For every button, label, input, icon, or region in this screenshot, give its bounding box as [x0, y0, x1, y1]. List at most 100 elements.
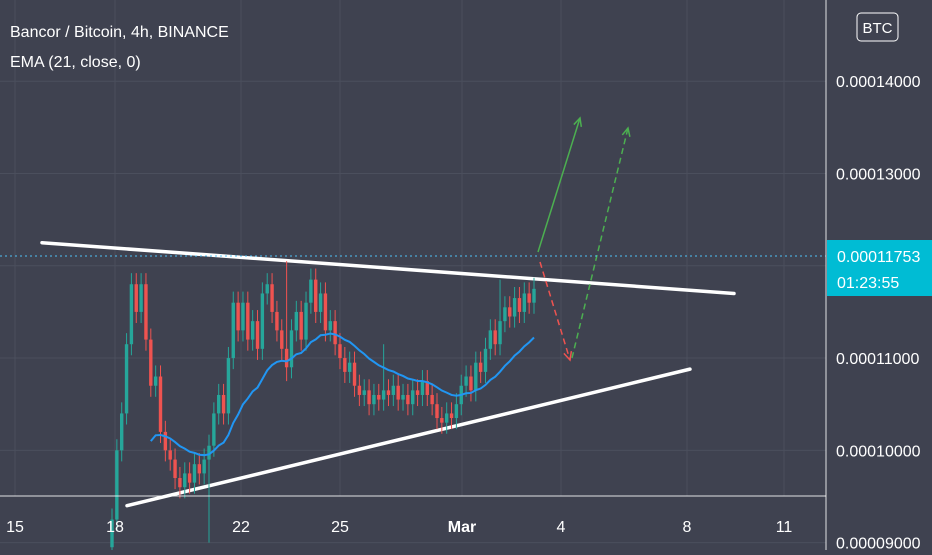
- candle-body: [352, 362, 357, 386]
- candle-body: [498, 321, 502, 345]
- candle-body: [401, 394, 405, 400]
- candle-body: [168, 450, 172, 460]
- candle-body: [207, 445, 211, 460]
- candle-body: [396, 385, 400, 400]
- currency-badge[interactable]: [856, 12, 899, 42]
- candle-body: [250, 321, 255, 340]
- time-tick-label: 8: [683, 519, 692, 536]
- candle-body: [430, 394, 434, 405]
- candle-body: [144, 284, 148, 340]
- trendline-upper[interactable]: [40, 240, 736, 296]
- candle-body: [187, 473, 192, 483]
- price-tick-label: 0.00013000: [836, 166, 921, 183]
- candle-body: [372, 394, 376, 405]
- time-tick-label: 4: [557, 519, 566, 536]
- candle-body: [493, 330, 497, 345]
- candle-body: [183, 473, 187, 488]
- candle-body: [289, 330, 294, 368]
- candle-body: [449, 413, 454, 419]
- candle-body: [343, 358, 347, 372]
- indicator-label: EMA (21, close, 0): [10, 54, 141, 71]
- candle-body: [173, 459, 177, 479]
- candle-body: [226, 358, 231, 414]
- candle-body: [338, 344, 342, 359]
- candle-body: [280, 330, 284, 349]
- projection-arrow-breakout-head: [573, 116, 583, 128]
- candle-body: [357, 385, 362, 395]
- projection-arrow-retest[interactable]: [539, 261, 571, 361]
- last-price-value: 0.00011753: [837, 249, 920, 266]
- candle-body: [367, 390, 371, 405]
- time-tick-label: 25: [331, 519, 349, 536]
- candle-body: [134, 284, 138, 312]
- candle-body: [110, 519, 114, 548]
- candle-body: [299, 311, 303, 340]
- candle-body: [236, 302, 240, 331]
- candle-body: [377, 394, 381, 400]
- grid-lines: [0, 0, 826, 544]
- candle-body: [158, 376, 163, 432]
- candle-body: [178, 478, 182, 488]
- candle-body: [488, 330, 493, 349]
- candle-body: [328, 321, 332, 331]
- candle-body: [440, 418, 444, 423]
- projection-arrow-breakout[interactable]: [537, 117, 581, 253]
- projection-arrows[interactable]: [537, 116, 631, 362]
- candle-body: [304, 302, 308, 340]
- trendline-lower[interactable]: [125, 367, 692, 508]
- candle-body: [139, 284, 143, 312]
- projection-arrow-retest-head: [563, 350, 573, 362]
- candle-body: [217, 394, 221, 414]
- candle-body: [386, 390, 391, 395]
- candle-body: [120, 413, 124, 451]
- candle-body: [260, 293, 265, 349]
- candle-body: [415, 390, 420, 395]
- candle-body: [294, 311, 299, 331]
- price-tick-label: 0.00010000: [836, 443, 921, 460]
- candles: [110, 261, 536, 555]
- price-tick-label: 0.00014000: [836, 74, 921, 91]
- candle-body: [425, 381, 429, 395]
- time-tick-label: 11: [776, 519, 793, 536]
- candle-body: [454, 404, 459, 419]
- candle-body: [241, 302, 245, 331]
- candle-body: [503, 307, 507, 322]
- candle-body: [323, 293, 328, 331]
- projection-arrow-rebound-head: [621, 126, 631, 137]
- candle-body: [318, 293, 323, 312]
- candle-body: [124, 344, 129, 414]
- candle-body: [469, 376, 473, 391]
- candle-body: [202, 459, 206, 474]
- candle-body: [255, 321, 260, 349]
- candle-body: [381, 390, 386, 400]
- candle-body: [474, 362, 478, 391]
- candle-body: [406, 394, 410, 405]
- candle-body: [347, 362, 352, 372]
- candle-body: [362, 390, 366, 395]
- candle-body: [197, 464, 202, 474]
- price-tick-label: 0.00011000: [836, 351, 919, 368]
- candle-body: [314, 279, 318, 312]
- candle-body: [478, 362, 483, 372]
- candle-body: [420, 381, 425, 395]
- candle-body: [517, 298, 522, 312]
- time-tick-label: 22: [232, 519, 250, 536]
- candle-body: [153, 376, 158, 386]
- candle-body: [129, 284, 134, 345]
- candle-body: [231, 302, 235, 359]
- candle-body: [221, 394, 226, 414]
- candle-body: [464, 376, 468, 386]
- candle-body: [522, 293, 526, 312]
- candle-body: [246, 302, 250, 340]
- symbol-title: Bancor / Bitcoin, 4h, BINANCE: [10, 24, 229, 41]
- candle-body: [444, 413, 449, 423]
- candle-body: [265, 284, 269, 294]
- candle-body: [411, 390, 415, 405]
- trendlines[interactable]: [40, 240, 736, 508]
- candle-body: [270, 284, 274, 312]
- candle-body: [508, 307, 512, 317]
- time-axis[interactable]: 15 18 22 25 Mar 4 8 11: [6, 519, 792, 536]
- ema-polyline: [150, 332, 535, 457]
